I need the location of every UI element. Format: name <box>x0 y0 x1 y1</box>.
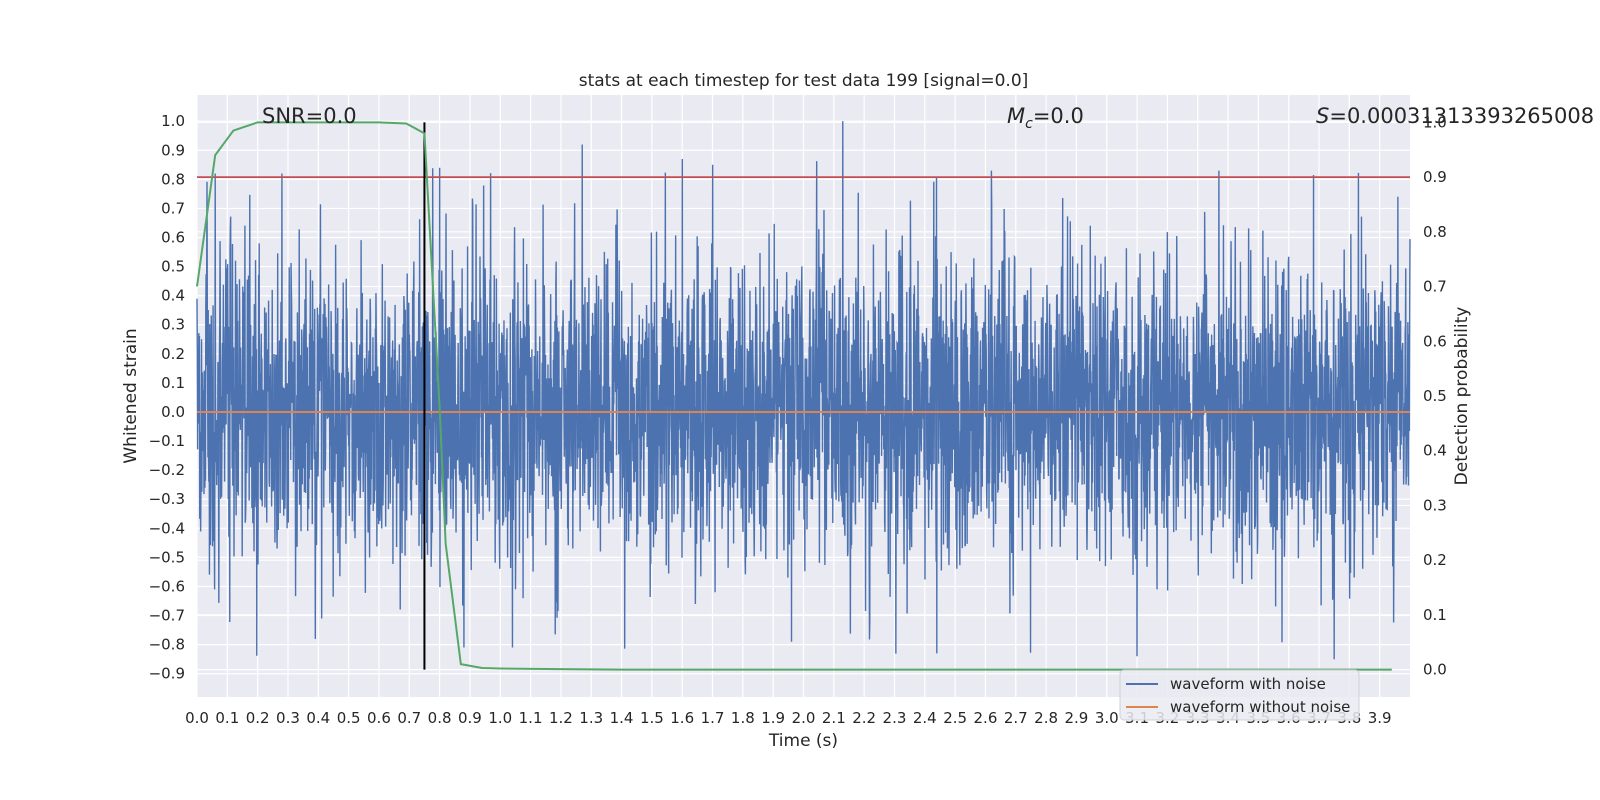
x-axis-label: Time (s) <box>768 731 838 751</box>
right-y-tick-label: 0.8 <box>1423 223 1447 241</box>
left-y-tick-label: 1.0 <box>161 112 185 130</box>
right-y-tick-label: 0.3 <box>1423 496 1447 514</box>
noisy-waveform-layer <box>196 121 1411 660</box>
left-y-tick-label: 0.9 <box>161 141 185 159</box>
right-y-tick-label: 0.4 <box>1423 442 1447 460</box>
left-y-axis-label: Whitened strain <box>121 328 141 463</box>
legend-label-noisy: waveform with noise <box>1170 675 1326 693</box>
detection-probability-line <box>196 121 1392 671</box>
left-y-tick-label: 0.0 <box>161 403 185 421</box>
x-tick-label: 2.7 <box>1004 709 1028 727</box>
x-tick-label: 1.9 <box>761 709 785 727</box>
x-tick-label: 0.8 <box>428 709 452 727</box>
s-annotation: S=0.00031313393265008 <box>1316 104 1594 128</box>
left-y-tick-label: −0.8 <box>149 636 185 654</box>
x-tick-label: 1.8 <box>731 709 755 727</box>
x-tick-label: 0.3 <box>276 709 300 727</box>
x-tick-label: 2.5 <box>943 709 967 727</box>
right-y-tick-label: 0.6 <box>1423 332 1447 350</box>
mc-subscript: c <box>1025 116 1033 132</box>
right-y-axis-label: Detection probability <box>1452 307 1472 486</box>
x-tick-label: 0.4 <box>306 709 330 727</box>
chart-title: stats at each timestep for test data 199… <box>579 71 1029 91</box>
left-y-tick-label: −0.5 <box>149 548 185 566</box>
legend-box <box>1119 669 1360 721</box>
x-tick-label: 0.1 <box>215 709 239 727</box>
right-y-tick-label: 0.1 <box>1423 606 1447 624</box>
right-y-tick-label: 0.5 <box>1423 387 1447 405</box>
x-tick-label: 1.3 <box>579 709 603 727</box>
mc-symbol: M <box>1007 104 1025 128</box>
chirp-mass-annotation: Mc=0.0 <box>1007 104 1084 132</box>
left-y-tick-label: −0.7 <box>149 607 185 625</box>
noisy-waveform-line <box>196 121 1411 660</box>
left-y-tick-label: 0.2 <box>161 345 185 363</box>
x-tick-label: 0.6 <box>367 709 391 727</box>
x-tick-label: 1.0 <box>488 709 512 727</box>
left-y-tick-label: −0.9 <box>149 665 185 683</box>
x-tick-label: 0.2 <box>246 709 270 727</box>
x-tick-label: 2.2 <box>852 709 876 727</box>
x-tick-label: 1.2 <box>549 709 573 727</box>
x-tick-label: 1.5 <box>640 709 664 727</box>
x-tick-label: 0.7 <box>397 709 421 727</box>
s-value: =0.00031313393265008 <box>1329 104 1594 128</box>
right-y-tick-label: 0.9 <box>1423 168 1447 186</box>
left-y-tick-label: 0.1 <box>161 374 185 392</box>
legend: waveform with noise waveform without noi… <box>1119 669 1360 721</box>
x-tick-label: 2.4 <box>913 709 937 727</box>
x-tick-label: 2.3 <box>883 709 907 727</box>
x-tick-label: 2.0 <box>792 709 816 727</box>
right-y-tick-label: 0.7 <box>1423 278 1447 296</box>
x-tick-label: 2.6 <box>974 709 998 727</box>
x-tick-label: 3.9 <box>1368 709 1392 727</box>
overlay-layer <box>196 121 1410 671</box>
x-tick-label: 0.0 <box>185 709 209 727</box>
x-tick-label: 3.0 <box>1095 709 1119 727</box>
left-y-tick-label: −0.2 <box>149 461 185 479</box>
mc-value: =0.0 <box>1033 104 1084 128</box>
left-y-tick-label: 0.7 <box>161 199 185 217</box>
x-tick-label: 1.7 <box>701 709 725 727</box>
x-tick-label: 0.5 <box>337 709 361 727</box>
left-y-tick-label: 0.4 <box>161 287 185 305</box>
right-y-tick-label: 0.2 <box>1423 551 1447 569</box>
x-tick-label: 0.9 <box>458 709 482 727</box>
left-y-tick-label: 0.5 <box>161 258 185 276</box>
left-y-tick-label: −0.4 <box>149 519 185 537</box>
left-y-tick-label: 0.8 <box>161 170 185 188</box>
right-y-tick-label: 0.0 <box>1423 661 1447 679</box>
right-y-tick-label: 1.0 <box>1423 113 1447 131</box>
x-tick-label: 2.1 <box>822 709 846 727</box>
x-tick-label: 2.9 <box>1064 709 1088 727</box>
left-y-tick-label: 0.3 <box>161 316 185 334</box>
left-y-tick-label: −0.1 <box>149 432 185 450</box>
x-tick-label: 1.6 <box>670 709 694 727</box>
snr-annotation: SNR=0.0 <box>262 104 357 128</box>
left-y-tick-label: −0.6 <box>149 577 185 595</box>
s-symbol: S <box>1316 104 1329 128</box>
left-y-tick-label: −0.3 <box>149 490 185 508</box>
x-tick-label: 1.4 <box>610 709 634 727</box>
x-tick-label: 1.1 <box>519 709 543 727</box>
legend-label-clean: waveform without noise <box>1170 698 1350 716</box>
left-y-tick-label: 0.6 <box>161 229 185 247</box>
x-tick-label: 2.8 <box>1034 709 1058 727</box>
